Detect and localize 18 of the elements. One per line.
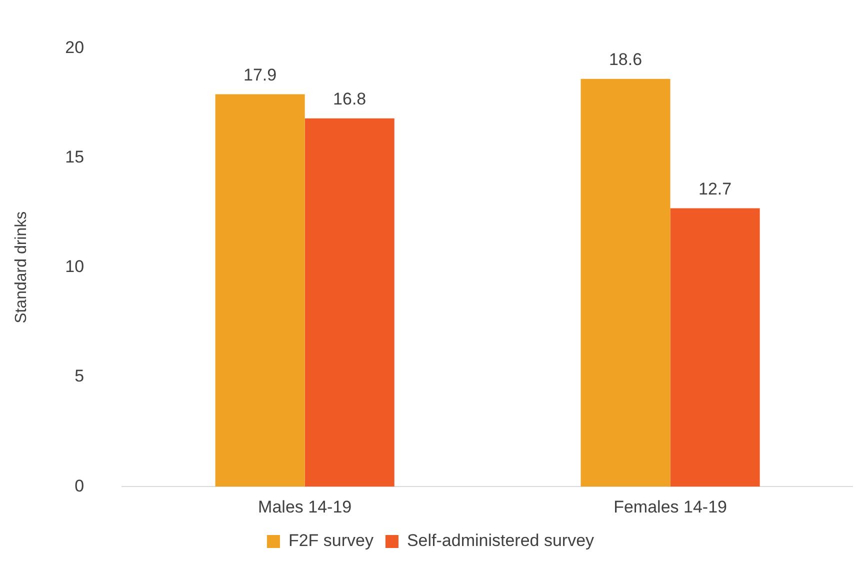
data-label: 18.6 <box>608 50 642 70</box>
data-label: 17.9 <box>244 65 277 84</box>
legend-label: Self-administered survey <box>406 531 595 550</box>
x-tick-label: Females 14-19 <box>614 497 727 516</box>
bar <box>215 94 305 487</box>
y-axis-title: Standard drinks <box>13 211 30 324</box>
y-tick-label: 15 <box>65 147 84 166</box>
y-tick-label: 0 <box>74 476 84 496</box>
data-label: 12.7 <box>698 179 732 198</box>
y-tick-label: 5 <box>74 366 84 386</box>
data-label: 16.8 <box>333 90 366 109</box>
y-tick-label: 10 <box>65 257 84 276</box>
y-tick-label: 20 <box>65 38 84 57</box>
bar <box>304 118 394 487</box>
bar <box>580 78 670 487</box>
legend-label: F2F survey <box>288 531 374 550</box>
x-tick-label: Males 14-19 <box>258 497 352 516</box>
bar <box>670 208 760 487</box>
